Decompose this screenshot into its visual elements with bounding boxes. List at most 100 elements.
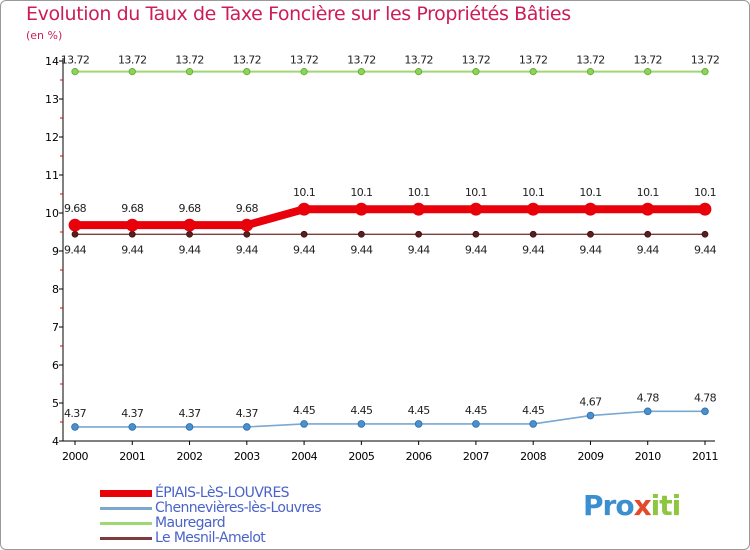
y-tick-label-10: 10: [45, 207, 59, 220]
data-point-mesnil-2006: [415, 230, 423, 238]
legend-label-mesnil: Le Mesnil-Amelot: [155, 530, 266, 546]
x-tick-label-2000: 2000: [62, 450, 88, 463]
data-point-mauregard-2008: [529, 68, 537, 76]
data-label-chennevieres-2003: 4.37: [236, 407, 259, 420]
legend-swatch-epiais: [100, 490, 152, 497]
data-label-chennevieres-2010: 4.78: [637, 391, 660, 404]
legend-item-epiais: ÉPIAIS-LèS-LOUVRES: [100, 486, 430, 501]
data-label-chennevieres-2005: 4.45: [350, 404, 373, 417]
x-tick-label-2001: 2001: [119, 450, 145, 463]
x-tick-label-2011: 2011: [692, 450, 718, 463]
data-point-chennevieres-2011: [701, 407, 709, 416]
data-point-epiais-2006: [412, 202, 426, 216]
logo-part-pro: Pro: [583, 489, 635, 522]
legend-item-chennevieres: Chennevières-lès-Louvres: [100, 501, 430, 516]
x-tick-label-2006: 2006: [406, 450, 432, 463]
data-label-epiais-2004: 10.1: [293, 186, 315, 199]
data-point-mauregard-2011: [701, 68, 709, 76]
data-point-mesnil-2004: [300, 230, 308, 238]
data-label-mauregard-2000: 13.72: [61, 54, 90, 67]
data-point-mesnil-2000: [71, 230, 79, 238]
data-label-mesnil-2002: 9.44: [178, 243, 201, 256]
data-label-epiais-2001: 9.68: [121, 202, 144, 215]
legend-swatch-mauregard: [100, 522, 152, 525]
y-tick-label-8: 8: [52, 283, 59, 296]
data-point-mesnil-2002: [186, 230, 193, 238]
legend-swatch-mesnil: [100, 537, 152, 540]
data-label-mauregard-2002: 13.72: [175, 54, 204, 67]
data-label-chennevieres-2004: 4.45: [293, 404, 316, 417]
data-point-epiais-2009: [584, 202, 597, 216]
x-tick-label-2004: 2004: [291, 450, 317, 463]
data-point-chennevieres-2001: [128, 423, 137, 431]
data-point-mesnil-2001: [128, 230, 136, 238]
data-point-epiais-2008: [526, 202, 540, 216]
data-point-chennevieres-2005: [357, 420, 366, 428]
x-tick-label-2008: 2008: [520, 450, 546, 463]
legend-item-mesnil: Le Mesnil-Amelot: [100, 531, 430, 546]
y-tick-label-13: 13: [45, 93, 59, 106]
proxiti-logo: Proxiti: [583, 489, 681, 522]
legend-label-epiais: ÉPIAIS-LèS-LOUVRES: [155, 485, 290, 501]
data-label-epiais-2008: 10.1: [522, 186, 544, 199]
data-point-mesnil-2009: [587, 230, 594, 238]
data-label-epiais-2003: 9.68: [236, 202, 259, 215]
data-point-chennevieres-2003: [243, 423, 251, 431]
data-label-mesnil-2008: 9.44: [522, 243, 545, 256]
y-tick-label-5: 5: [52, 397, 59, 410]
data-label-mesnil-2003: 9.44: [236, 243, 259, 256]
data-point-epiais-2011: [698, 202, 712, 216]
data-point-mauregard-2002: [185, 68, 194, 76]
y-tick-label-12: 12: [45, 131, 59, 144]
data-point-epiais-2002: [183, 218, 196, 232]
data-point-chennevieres-2007: [472, 420, 480, 428]
series-line-epiais: [75, 205, 705, 230]
x-tick-label-2009: 2009: [577, 450, 603, 463]
y-tick-label-11: 11: [45, 169, 59, 182]
data-point-epiais-2005: [354, 202, 368, 216]
data-label-mauregard-2007: 13.72: [462, 54, 491, 67]
data-point-chennevieres-2006: [414, 420, 423, 428]
legend: ÉPIAIS-LèS-LOUVRES Chennevières-lès-Louv…: [100, 486, 430, 546]
data-label-mauregard-2005: 13.72: [347, 54, 376, 67]
data-label-mauregard-2010: 13.72: [633, 54, 662, 67]
data-point-mauregard-2006: [415, 68, 423, 76]
data-label-epiais-2011: 10.1: [694, 186, 716, 199]
data-point-mesnil-2010: [644, 230, 652, 238]
y-tick-label-9: 9: [52, 245, 59, 258]
data-label-epiais-2002: 9.68: [178, 202, 201, 215]
data-label-mesnil-2011: 9.44: [694, 243, 717, 256]
data-label-mesnil-2009: 9.44: [579, 243, 602, 256]
data-point-mesnil-2003: [243, 230, 251, 238]
data-point-chennevieres-2000: [71, 423, 79, 431]
data-label-chennevieres-2011: 4.78: [694, 391, 717, 404]
data-label-epiais-2007: 10.1: [465, 186, 487, 199]
data-label-epiais-2006: 10.1: [408, 186, 430, 199]
data-label-mauregard-2008: 13.72: [519, 54, 548, 67]
data-point-epiais-2010: [641, 202, 655, 216]
data-point-epiais-2004: [297, 202, 311, 216]
data-point-mauregard-2009: [586, 68, 595, 76]
data-label-mauregard-2011: 13.72: [691, 54, 720, 67]
data-point-epiais-2001: [125, 218, 139, 232]
logo-part-x: x: [633, 489, 652, 522]
data-point-chennevieres-2004: [300, 420, 308, 428]
y-tick-label-14: 14: [45, 55, 59, 68]
data-point-mesnil-2007: [472, 230, 480, 238]
data-point-chennevieres-2002: [185, 423, 194, 431]
data-label-epiais-2005: 10.1: [350, 186, 372, 199]
data-label-mesnil-2010: 9.44: [637, 243, 660, 256]
data-label-mesnil-2007: 9.44: [465, 243, 488, 256]
data-point-mauregard-2001: [128, 68, 136, 76]
x-tick-label-2002: 2002: [177, 450, 203, 463]
legend-label-mauregard: Mauregard: [155, 515, 226, 531]
data-point-epiais-2003: [240, 218, 254, 232]
data-label-chennevieres-2008: 4.45: [522, 404, 545, 417]
data-label-mauregard-2009: 13.72: [576, 54, 605, 67]
y-tick-label-7: 7: [52, 321, 59, 334]
unit-label: (en %): [26, 29, 63, 42]
y-tick-label-6: 6: [52, 359, 59, 372]
data-label-epiais-2010: 10.1: [637, 186, 659, 199]
data-point-chennevieres-2010: [643, 407, 652, 416]
